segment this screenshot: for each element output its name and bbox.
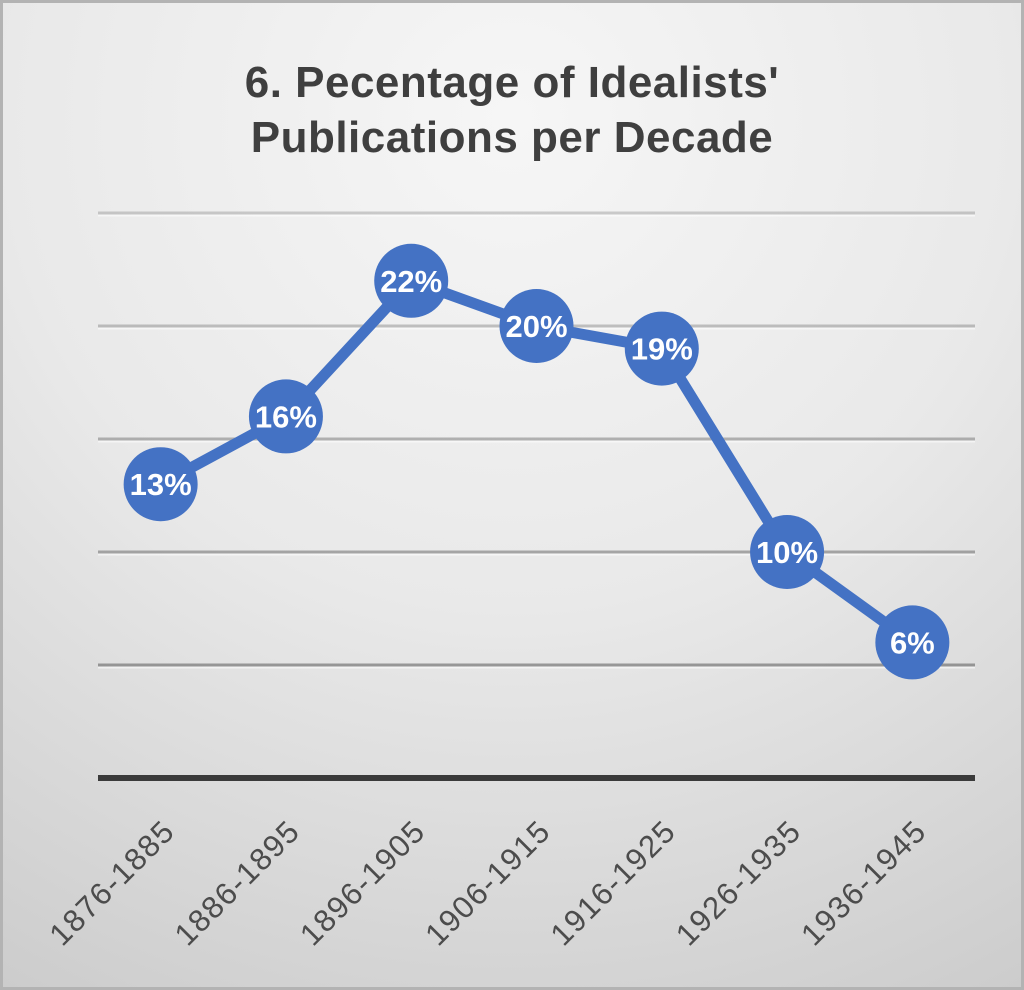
data-point-label: 6% <box>890 625 935 660</box>
data-point-marker <box>123 447 198 522</box>
data-point-marker <box>499 289 574 363</box>
data-point: 10% <box>750 515 825 589</box>
data-point-label: 20% <box>505 309 567 344</box>
data-series: 13% 16% 22% 20% 19% 10% 6% <box>123 243 950 680</box>
data-point-label: 13% <box>130 467 192 502</box>
data-point: 22% <box>374 243 449 318</box>
data-point: 19% <box>624 311 699 386</box>
data-point: 16% <box>248 379 323 454</box>
data-point-label: 19% <box>631 332 693 367</box>
data-point-label: 10% <box>756 535 818 570</box>
data-point-label: 22% <box>380 264 442 299</box>
chart-title-line-2: Publications per Decade <box>251 113 774 162</box>
data-point: 20% <box>499 289 574 363</box>
gridlines <box>98 211 975 669</box>
data-point-marker <box>624 311 699 386</box>
chart-title-line-1: 6. Pecentage of Idealists' <box>245 58 780 107</box>
data-point-marker <box>875 605 950 680</box>
data-point: 13% <box>123 447 198 522</box>
data-point: 6% <box>875 605 950 680</box>
data-point-label: 16% <box>255 399 317 434</box>
data-point-marker <box>248 379 323 454</box>
data-point-marker <box>750 515 825 589</box>
data-point-marker <box>374 243 449 318</box>
